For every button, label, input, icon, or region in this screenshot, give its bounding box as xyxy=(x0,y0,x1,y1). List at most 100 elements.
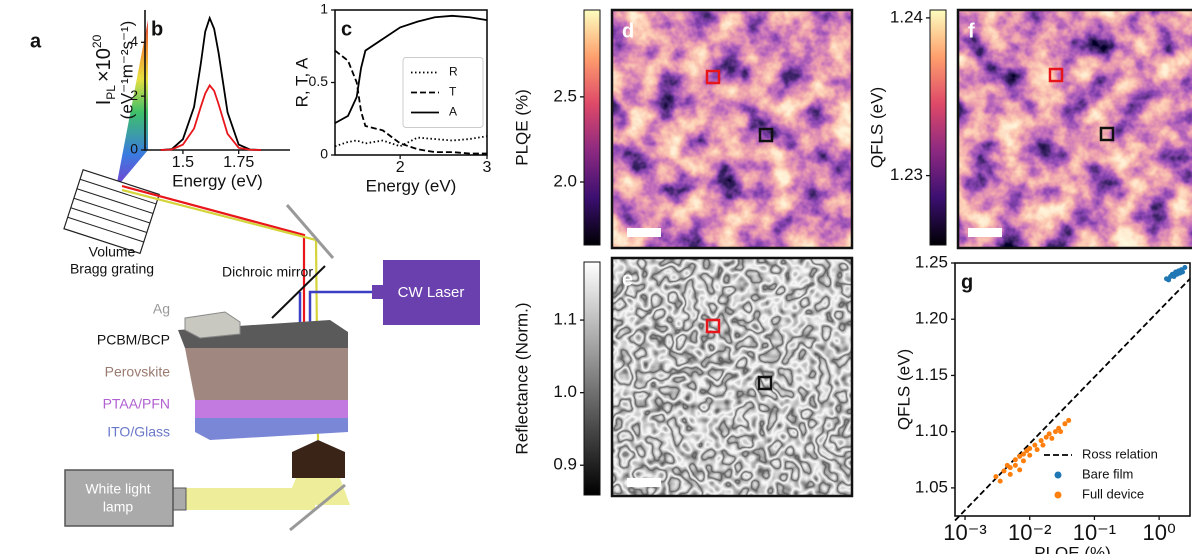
point xyxy=(1058,429,1063,434)
colorbar-label: QFLS (eV) xyxy=(867,87,886,168)
legend-label: Ross relation xyxy=(1082,446,1158,461)
y-tick-label: 1.05 xyxy=(915,477,948,496)
layer-ito xyxy=(195,418,348,440)
panel-letter: g xyxy=(961,271,973,293)
legend-label: Bare film xyxy=(1082,466,1133,481)
point xyxy=(1013,463,1018,468)
panel-letter: c xyxy=(341,18,352,40)
y-axis-label: R, T, A xyxy=(292,57,311,107)
lamp-label: White light xyxy=(85,481,150,497)
x-axis-label: Energy (eV) xyxy=(172,171,263,190)
point xyxy=(1008,465,1013,470)
panel-letter: b xyxy=(151,18,163,40)
tick-label: 1.0 xyxy=(553,382,577,401)
y-axis-label: QFLS (eV) xyxy=(894,349,913,430)
tick-label: 1.1 xyxy=(553,310,577,329)
dichroic-label: Dichroic mirror xyxy=(222,264,313,280)
point xyxy=(1027,453,1032,458)
colorbar xyxy=(584,10,600,245)
y-axis-label-part: 20 xyxy=(90,34,104,48)
tick-label: 0.9 xyxy=(553,455,577,474)
point xyxy=(1017,467,1022,472)
panel-letter: f xyxy=(968,20,975,42)
legend-label: R xyxy=(449,65,458,79)
series-line xyxy=(335,136,487,146)
point xyxy=(1032,443,1037,448)
colorbar xyxy=(584,262,600,495)
layer-perovskite xyxy=(185,348,348,400)
x-axis-label: PLQE (%) xyxy=(1034,543,1111,554)
y-axis-label-part: ×10 xyxy=(93,48,115,82)
point xyxy=(1013,457,1018,462)
point xyxy=(1008,472,1013,477)
figure: a Volume Bragg grating Dichroic mirror C… xyxy=(0,0,1192,554)
point xyxy=(1001,469,1006,474)
x-tick-label: 10⁻² xyxy=(1008,520,1051,545)
panel-letter: e xyxy=(622,268,633,290)
laser-port xyxy=(372,285,384,299)
x-tick-label: 2 xyxy=(396,159,405,176)
laser-label: CW Laser xyxy=(398,284,465,301)
tick-label: 1.24 xyxy=(890,7,923,26)
panel-letter: d xyxy=(622,20,634,42)
layer-ag xyxy=(185,312,240,338)
legend-label: A xyxy=(449,105,457,119)
point xyxy=(993,474,998,479)
tick-label: 1.23 xyxy=(890,165,923,184)
legend-swatch xyxy=(1055,492,1062,499)
tick-label: 2.5 xyxy=(553,86,577,105)
x-tick-label: 1.5 xyxy=(172,154,194,171)
tick-label: 2.0 xyxy=(553,171,577,190)
legend-swatch xyxy=(1055,472,1062,479)
series-line xyxy=(161,85,261,150)
layer-label: PCBM/BCP xyxy=(97,332,170,348)
point xyxy=(1062,421,1067,426)
point xyxy=(1021,458,1026,463)
axes-frame xyxy=(145,10,290,150)
panel-letter: a xyxy=(30,30,42,52)
point xyxy=(1066,418,1071,423)
grating xyxy=(64,170,159,254)
y-tick-label: 1.15 xyxy=(915,365,948,384)
point xyxy=(1047,431,1052,436)
x-tick-label: 10⁻¹ xyxy=(1073,520,1116,545)
axes-frame xyxy=(955,263,1190,516)
lamp-label: lamp xyxy=(103,499,134,515)
point xyxy=(1180,269,1185,274)
legend-label: T xyxy=(449,85,457,99)
layer-ptaa xyxy=(195,400,348,418)
series-line xyxy=(955,279,1190,521)
y-tick-label: 1.25 xyxy=(915,252,948,271)
x-tick-label: 10⁰ xyxy=(1142,520,1175,545)
x-tick-label: 10⁻³ xyxy=(943,520,986,545)
layer-label: Ag xyxy=(153,301,170,317)
layer-label: PTAA/PFN xyxy=(103,396,170,412)
y-axis-units: (eV⁻¹m⁻²s⁻¹) xyxy=(117,21,136,120)
reflectance-map xyxy=(612,258,852,496)
point xyxy=(998,479,1003,484)
y-tick-label: 0 xyxy=(130,141,138,157)
point xyxy=(1049,436,1054,441)
grating-label: Volume xyxy=(89,244,136,260)
lamp-port xyxy=(172,488,186,510)
lamp-beam xyxy=(185,488,315,510)
series-line xyxy=(161,18,261,150)
y-tick-label: 0 xyxy=(320,146,328,162)
x-axis-label: Energy (eV) xyxy=(366,176,457,195)
point xyxy=(1027,446,1032,451)
legend-label: Full device xyxy=(1082,486,1144,501)
y-tick-label: 1.20 xyxy=(915,309,948,328)
point xyxy=(1040,443,1045,448)
colorbar-label: PLQE (%) xyxy=(512,89,531,166)
layer-label: ITO/Glass xyxy=(107,424,170,440)
point xyxy=(1182,265,1187,270)
colorbar-label: Reflectance (Norm.) xyxy=(512,302,531,454)
x-tick-label: 3 xyxy=(483,159,492,176)
grating-label: Bragg grating xyxy=(70,261,154,277)
point xyxy=(1035,447,1040,452)
point xyxy=(1039,438,1044,443)
y-axis-label: IPL×1020 xyxy=(90,34,118,105)
layer-label: Perovskite xyxy=(105,364,171,380)
y-axis-label-part: PL xyxy=(104,85,118,100)
y-tick-label: 1.10 xyxy=(915,421,948,440)
